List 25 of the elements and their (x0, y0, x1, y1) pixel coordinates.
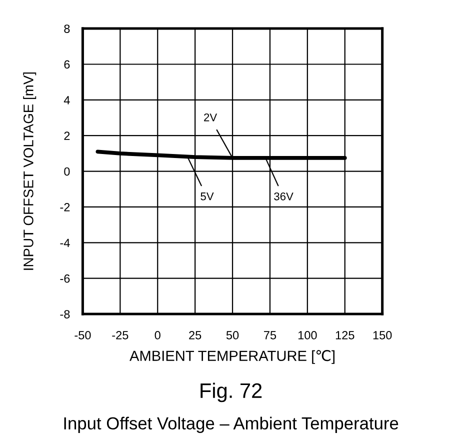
y-tick-label: 0 (64, 167, 70, 176)
x-tick-label: 75 (264, 331, 276, 340)
y-tick-label: -6 (60, 274, 70, 283)
y-tick-label: 6 (64, 60, 70, 69)
x-tick-label: -50 (74, 331, 91, 340)
y-axis-title: INPUT OFFSET VOLTAGE [mV] (23, 72, 36, 270)
y-tick-label: 4 (64, 96, 70, 104)
annotation: 2V (204, 113, 218, 122)
x-axis-title: AMBIENT TEMPERATURE [℃] (130, 350, 334, 364)
x-tick-label: -25 (112, 331, 128, 340)
text: Input Offset Voltage – Ambient Temperature (64, 416, 398, 433)
caption: Fig. 72 (200, 382, 262, 402)
y-tick-label: -2 (60, 203, 70, 212)
x-tick-label: 150 (373, 331, 392, 340)
y-tick-label: 8 (64, 24, 70, 33)
x-tick-label: 25 (189, 331, 202, 340)
x-tick-label: 100 (298, 331, 317, 340)
annotation: 5V (200, 192, 214, 200)
x-tick-label: 125 (336, 331, 354, 340)
y-tick-label: 2 (64, 132, 70, 140)
y-tick-label: -8 (60, 310, 70, 318)
x-tick-label: 0 (154, 331, 160, 340)
y-tick-label: -4 (60, 238, 70, 247)
x-tick-label: 50 (226, 331, 239, 340)
annotation: 36V (274, 192, 294, 200)
